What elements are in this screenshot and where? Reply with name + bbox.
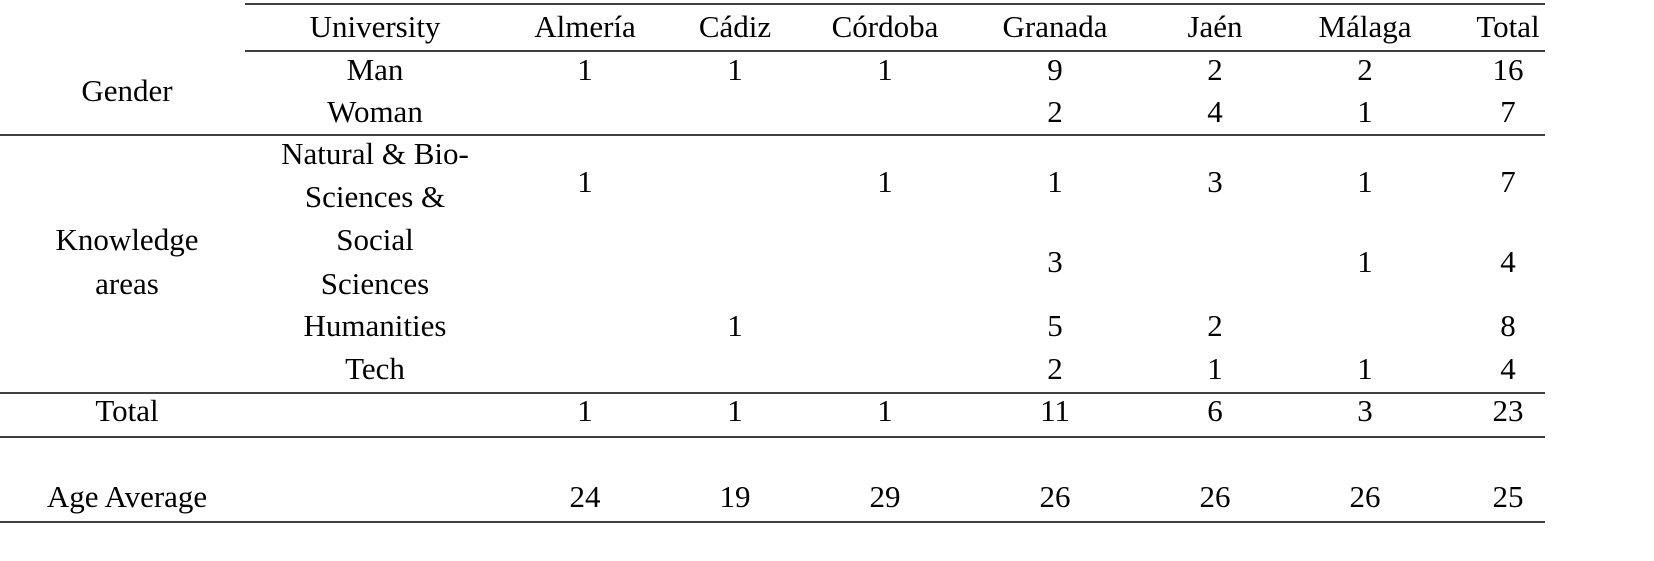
cell: 1 bbox=[877, 393, 893, 428]
cell: 1 bbox=[1357, 244, 1373, 279]
cell: 1 bbox=[577, 393, 593, 428]
cell: 1 bbox=[1357, 94, 1373, 129]
row-label: Natural & Bio- bbox=[281, 136, 469, 171]
cell: 1 bbox=[877, 52, 893, 87]
cell: 11 bbox=[1040, 393, 1070, 428]
cell: 1 bbox=[727, 393, 743, 428]
header-cell: Cádiz bbox=[699, 9, 771, 44]
header-cell: Granada bbox=[1003, 9, 1108, 44]
cell: 24 bbox=[570, 479, 602, 514]
row-label: Woman bbox=[327, 94, 423, 129]
group-label: areas bbox=[95, 266, 159, 301]
cell: 2 bbox=[1357, 52, 1373, 87]
cell: 26 bbox=[1040, 479, 1071, 514]
cell: 29 bbox=[870, 479, 901, 514]
cell: 3 bbox=[1207, 164, 1223, 199]
cell: 23 bbox=[1493, 393, 1524, 428]
cell: 1 bbox=[577, 52, 593, 87]
row-label: Man bbox=[347, 52, 404, 87]
row-label: Sciences & bbox=[305, 179, 445, 214]
cell: 25 bbox=[1493, 479, 1524, 514]
row-label: Humanities bbox=[304, 308, 447, 343]
row-label: Social bbox=[336, 222, 414, 257]
cell: 6 bbox=[1207, 393, 1223, 428]
cell: 1 bbox=[727, 52, 743, 87]
cell: 1 bbox=[727, 308, 743, 343]
cell: 7 bbox=[1500, 94, 1516, 129]
cell: 1 bbox=[1357, 164, 1373, 199]
cell: 1 bbox=[877, 164, 893, 199]
header-cell: Córdoba bbox=[832, 9, 939, 44]
cell: 26 bbox=[1350, 479, 1381, 514]
cell: 2 bbox=[1047, 94, 1063, 129]
cell: 19 bbox=[720, 479, 751, 514]
cell: 26 bbox=[1200, 479, 1231, 514]
header-cell: Málaga bbox=[1319, 9, 1412, 44]
cell: 1 bbox=[1357, 351, 1373, 386]
header-cell: Almería bbox=[534, 9, 636, 44]
group-label: Gender bbox=[81, 73, 173, 108]
row-label: Sciences bbox=[321, 266, 429, 301]
header-cell: Jaén bbox=[1187, 9, 1243, 44]
cell: 8 bbox=[1500, 308, 1516, 343]
cell: 2 bbox=[1047, 351, 1063, 386]
cell: 1 bbox=[1207, 351, 1223, 386]
cell: 4 bbox=[1207, 94, 1223, 129]
header-cell: University bbox=[310, 9, 441, 44]
summary-label: Age Average bbox=[47, 479, 207, 514]
summary-label: Total bbox=[95, 393, 158, 428]
cell: 3 bbox=[1357, 393, 1373, 428]
row-label: Tech bbox=[345, 351, 405, 386]
cell: 4 bbox=[1500, 351, 1516, 386]
cell: 2 bbox=[1207, 52, 1223, 87]
cell: 7 bbox=[1500, 164, 1516, 199]
header-cell: Total bbox=[1476, 9, 1539, 44]
cell: 3 bbox=[1047, 244, 1063, 279]
cell: 5 bbox=[1047, 308, 1063, 343]
cell: 1 bbox=[1047, 164, 1063, 199]
cell: 9 bbox=[1047, 52, 1063, 87]
group-label: Knowledge bbox=[56, 222, 199, 257]
cell: 1 bbox=[577, 164, 593, 199]
cell: 4 bbox=[1500, 244, 1516, 279]
cell: 16 bbox=[1493, 52, 1524, 87]
cell: 2 bbox=[1207, 308, 1223, 343]
